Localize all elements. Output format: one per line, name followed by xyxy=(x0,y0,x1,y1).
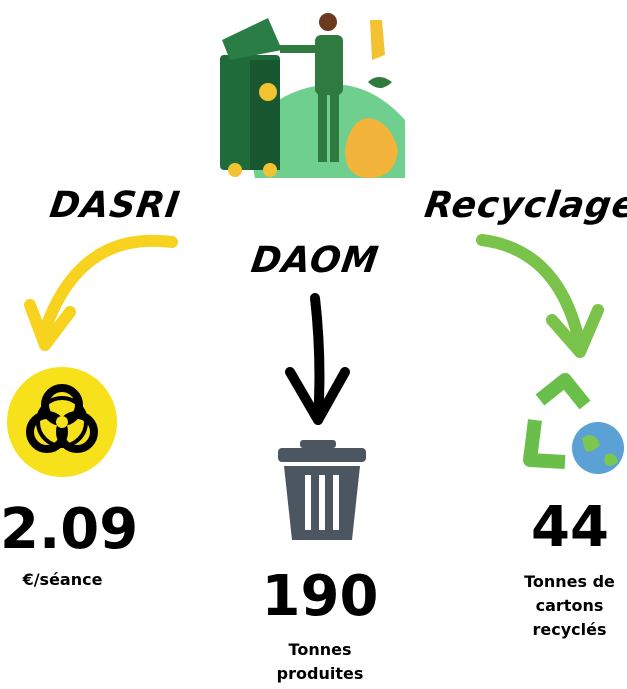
recycle-icon xyxy=(530,380,624,474)
stat-value: 44 xyxy=(500,498,627,558)
label-recyclage: Recyclage xyxy=(422,185,627,226)
trash-icon xyxy=(278,440,366,540)
label-daom: DAOM xyxy=(237,240,393,281)
stat-value: 190 xyxy=(240,567,400,627)
page: DASRI DAOM Recyclage 2.09 €/séance 190 T… xyxy=(0,0,627,689)
biohazard-icon xyxy=(7,367,117,477)
label-dasri: DASRI xyxy=(37,185,193,226)
illustration xyxy=(220,13,405,178)
stat-value: 2.09 xyxy=(0,500,125,560)
arrow-center xyxy=(315,298,319,420)
stat-caption: Tonnes produites xyxy=(265,638,375,686)
stat-caption: Tonnes de cartons recyclés xyxy=(512,570,627,642)
stat-caption: €/séance xyxy=(0,568,125,592)
